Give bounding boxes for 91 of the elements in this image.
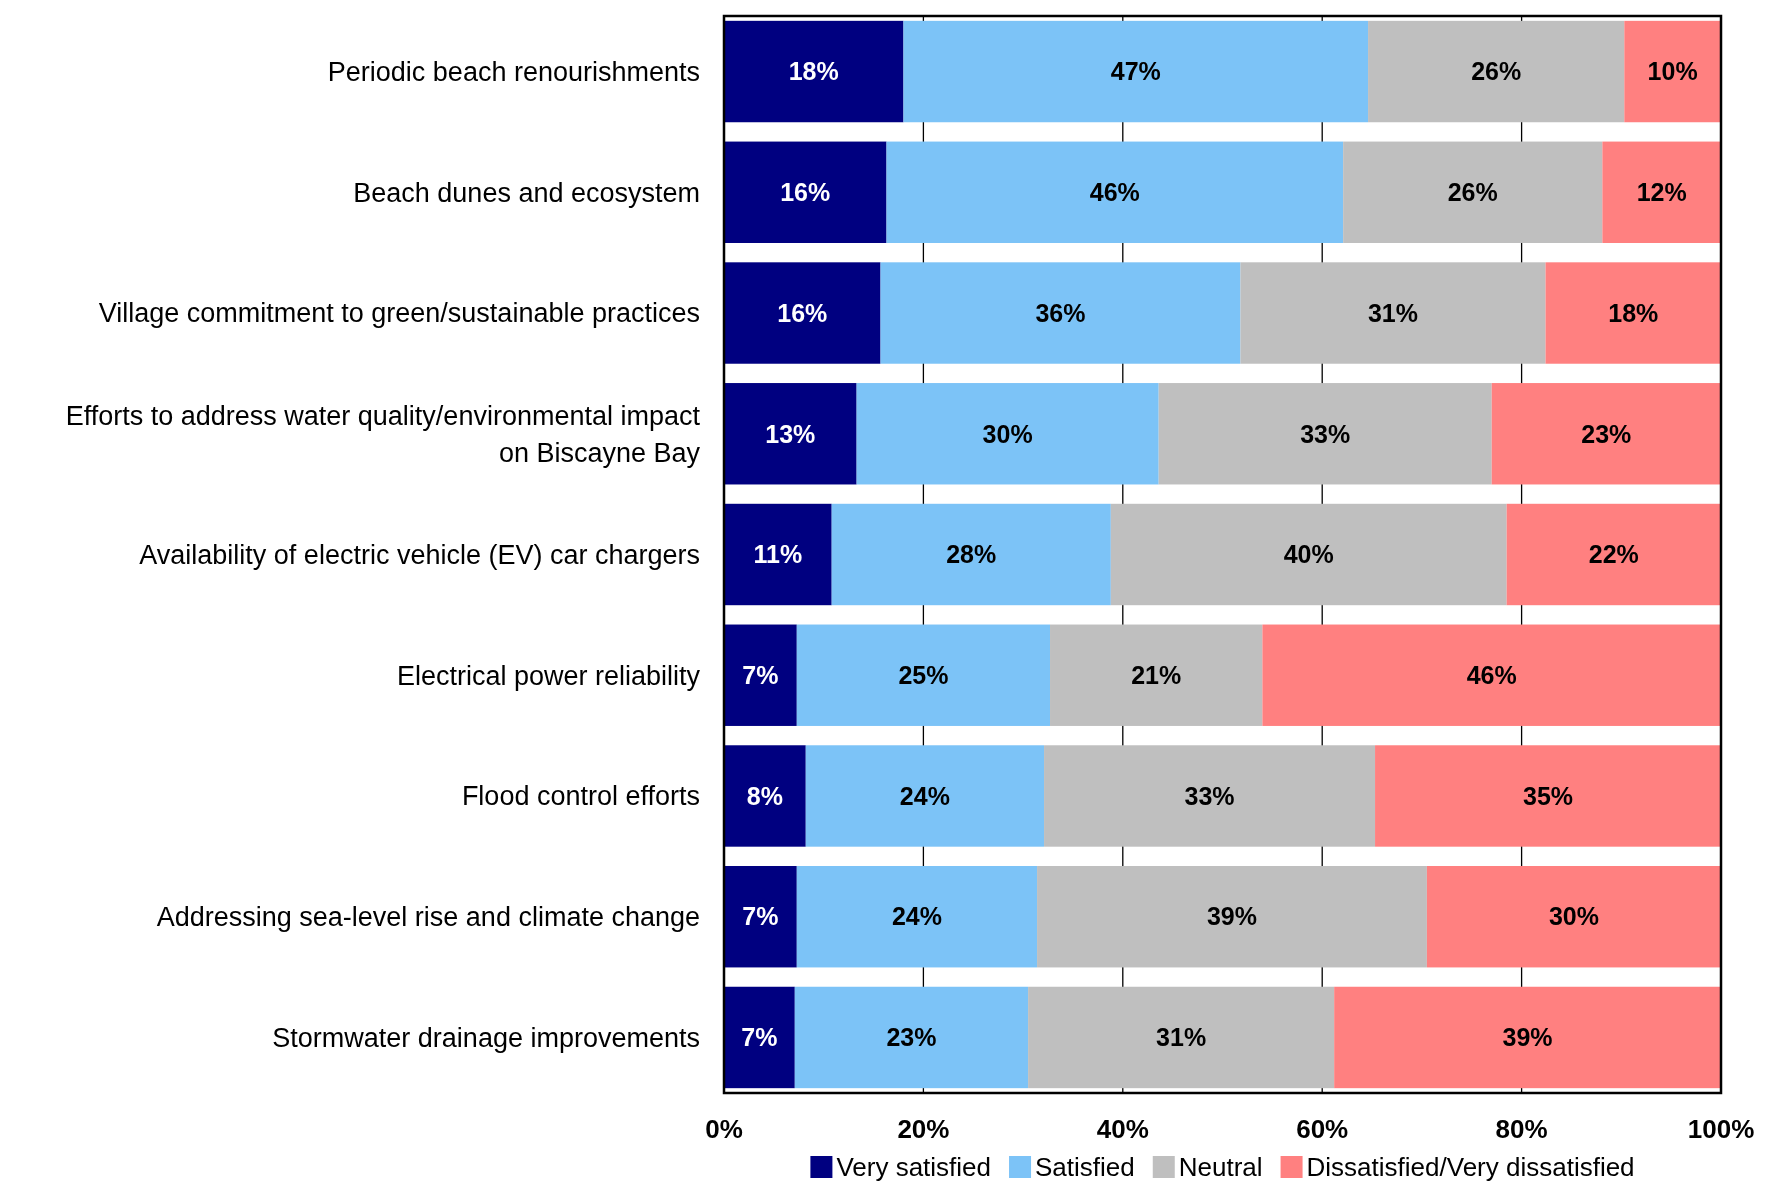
y-tick-label: Periodic beach renourishments bbox=[327, 56, 700, 87]
data-label: 23% bbox=[1581, 419, 1632, 448]
data-label: 24% bbox=[899, 781, 950, 810]
legend-label: Neutral bbox=[1178, 1152, 1263, 1183]
bar bbox=[1028, 986, 1335, 1089]
bar bbox=[1426, 866, 1722, 968]
data-label: 25% bbox=[898, 660, 949, 689]
legend-label: Dissatisfied/Very dissatisfied bbox=[1306, 1152, 1635, 1183]
data-label: 33% bbox=[1184, 781, 1235, 810]
bar bbox=[805, 745, 1045, 847]
data-label: 39% bbox=[1502, 1023, 1553, 1052]
data-label: 46% bbox=[1466, 660, 1517, 689]
bar bbox=[856, 383, 1159, 485]
bar bbox=[1343, 141, 1603, 243]
legend-label: Satisfied bbox=[1035, 1152, 1135, 1183]
bar bbox=[1545, 262, 1721, 364]
bar bbox=[796, 866, 1038, 968]
x-tick-label: 80% bbox=[1495, 1114, 1548, 1145]
data-label: 28% bbox=[946, 540, 997, 569]
x-tick-label: 60% bbox=[1296, 1114, 1349, 1145]
bar bbox=[794, 986, 1029, 1089]
bar bbox=[1602, 141, 1721, 243]
data-label: 35% bbox=[1523, 781, 1574, 810]
bar bbox=[1491, 383, 1721, 485]
data-label: 39% bbox=[1206, 902, 1257, 931]
data-label: 30% bbox=[1548, 902, 1599, 931]
bar bbox=[1110, 503, 1507, 606]
bar bbox=[1375, 745, 1721, 847]
data-label: 30% bbox=[982, 419, 1033, 448]
bar bbox=[1368, 20, 1625, 123]
data-label: 12% bbox=[1636, 178, 1687, 207]
data-label: 26% bbox=[1447, 178, 1498, 207]
bar bbox=[796, 624, 1051, 726]
data-label: 24% bbox=[891, 902, 942, 931]
bar bbox=[903, 20, 1369, 123]
bar bbox=[724, 141, 887, 243]
bar bbox=[1050, 624, 1263, 726]
bar bbox=[831, 503, 1111, 606]
y-tick-label: Addressing sea-level rise and climate change bbox=[156, 902, 700, 933]
data-label: 13% bbox=[765, 419, 816, 448]
y-tick-label: Village commitment to green/sustainable practices bbox=[98, 298, 700, 329]
legend-label: Very satisfied bbox=[836, 1152, 992, 1183]
data-label: 36% bbox=[1035, 298, 1086, 327]
data-label: 23% bbox=[886, 1023, 937, 1052]
bar bbox=[1334, 986, 1721, 1089]
bar bbox=[1506, 503, 1722, 606]
data-label: 31% bbox=[1156, 1023, 1207, 1052]
y-tick-label: Stormwater drainage improvements bbox=[272, 1022, 700, 1053]
data-label: 21% bbox=[1131, 660, 1182, 689]
bar bbox=[1624, 20, 1721, 123]
data-label: 22% bbox=[1588, 540, 1639, 569]
data-label: 18% bbox=[1608, 298, 1659, 327]
data-label: 8% bbox=[746, 781, 783, 810]
bar bbox=[1240, 262, 1546, 364]
bar bbox=[1158, 383, 1492, 485]
data-label: 33% bbox=[1300, 419, 1351, 448]
data-label: 31% bbox=[1367, 298, 1419, 327]
data-label: 7% bbox=[741, 1023, 778, 1052]
x-tick-label: 40% bbox=[1096, 1114, 1149, 1145]
data-label: 40% bbox=[1283, 540, 1334, 569]
bar bbox=[724, 503, 832, 606]
y-tick-label: Flood control efforts bbox=[461, 781, 700, 812]
x-tick-label: 0% bbox=[705, 1114, 743, 1145]
data-label: 18% bbox=[788, 57, 839, 86]
y-tick-label: Beach dunes and ecosystem bbox=[353, 177, 700, 208]
bar bbox=[724, 383, 857, 485]
data-label: 26% bbox=[1471, 57, 1522, 86]
data-label: 7% bbox=[742, 660, 779, 689]
y-tick-label: Availability of electric vehicle (EV) car chargers bbox=[139, 539, 700, 570]
data-label: 46% bbox=[1089, 178, 1140, 207]
bar bbox=[724, 986, 795, 1089]
data-label: 10% bbox=[1647, 57, 1698, 86]
y-tick-label: Electrical power reliability bbox=[396, 660, 701, 691]
x-tick-label: 20% bbox=[897, 1114, 950, 1145]
data-label: 16% bbox=[780, 178, 831, 207]
data-label: 47% bbox=[1110, 57, 1161, 86]
bar bbox=[724, 262, 881, 364]
data-label: 11% bbox=[753, 540, 803, 569]
y-tick-label: Efforts to address water quality/environmental impact on Biscayne Bay bbox=[65, 400, 701, 468]
data-label: 16% bbox=[777, 298, 828, 327]
bar bbox=[1044, 745, 1376, 847]
data-label: 7% bbox=[742, 902, 779, 931]
bar bbox=[886, 141, 1344, 243]
bar bbox=[880, 262, 1241, 364]
bar bbox=[724, 20, 904, 123]
bar bbox=[724, 624, 797, 726]
x-tick-label: 100% bbox=[1687, 1114, 1755, 1145]
bar bbox=[1262, 624, 1721, 726]
bar bbox=[1037, 866, 1427, 968]
bar bbox=[724, 745, 806, 847]
bar bbox=[724, 866, 797, 968]
